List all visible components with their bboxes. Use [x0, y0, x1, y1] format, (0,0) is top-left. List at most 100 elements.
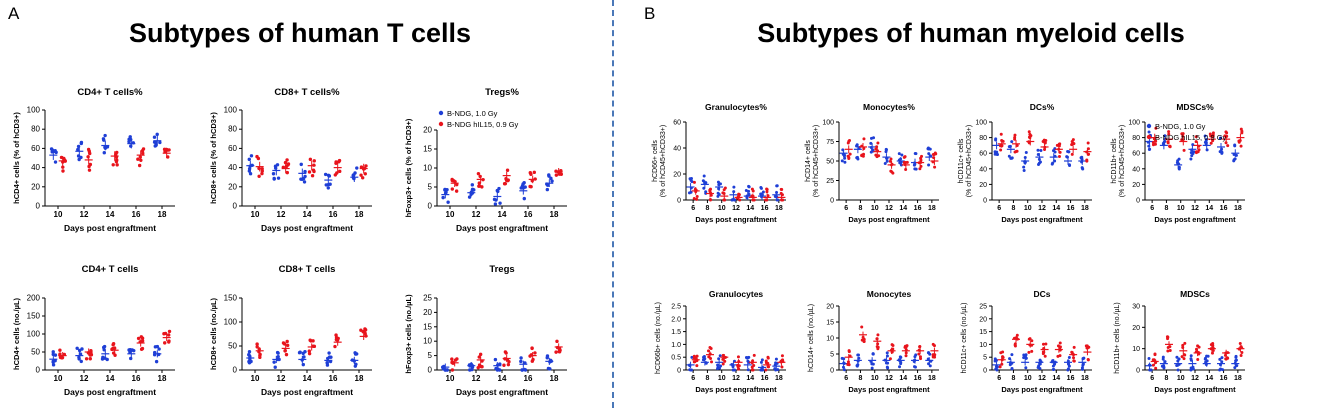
legend-label: B-NDG, 1.0 Gy: [447, 109, 498, 118]
data-point: [1043, 354, 1047, 358]
data-point: [1218, 368, 1222, 372]
data-point: [470, 183, 475, 187]
data-point: [87, 164, 91, 169]
data-point: [333, 344, 337, 349]
data-point: [744, 355, 748, 359]
data-point: [933, 353, 937, 357]
y-tick-label: 20: [1132, 182, 1140, 189]
data-point: [877, 154, 881, 158]
chart-title: MDSCs: [1180, 289, 1210, 299]
data-point: [1234, 354, 1238, 358]
data-point: [1024, 151, 1028, 155]
x-tick-label: 16: [914, 205, 922, 212]
data-point: [1168, 145, 1172, 149]
data-point: [733, 198, 737, 202]
data-point: [876, 333, 880, 337]
data-point: [325, 363, 330, 367]
data-point: [88, 151, 92, 156]
data-point: [1175, 355, 1179, 359]
series-b-ndg: [49, 344, 162, 367]
data-point: [721, 191, 725, 195]
data-point: [111, 163, 115, 167]
data-point: [478, 174, 482, 179]
chart-title: Monocytes%: [863, 102, 915, 112]
data-point: [554, 173, 559, 177]
data-point: [1239, 354, 1243, 358]
data-point: [545, 187, 550, 192]
data-point: [497, 186, 501, 191]
data-point: [918, 345, 922, 349]
x-tick-label: 10: [1177, 375, 1185, 382]
data-point: [933, 165, 937, 169]
data-point: [302, 355, 306, 359]
data-point: [885, 354, 889, 358]
y-axis-label: hCD66+ cells(% of hCD45+hCD33+): [652, 125, 667, 197]
data-point: [139, 335, 144, 339]
y-tick-label: 150: [27, 312, 41, 321]
data-point: [359, 328, 363, 332]
data-point: [1041, 342, 1045, 346]
x-axis-label: Days post engraftment: [1001, 385, 1083, 394]
data-point: [445, 187, 449, 192]
data-point: [1067, 150, 1071, 154]
data-point: [338, 169, 342, 174]
data-point: [1081, 167, 1085, 171]
y-tick-label: 0: [677, 368, 681, 375]
data-point: [478, 352, 483, 357]
data-point: [530, 346, 534, 350]
data-point: [1181, 134, 1185, 138]
x-tick-label: 8: [1164, 375, 1168, 382]
data-point: [533, 351, 537, 355]
data-point: [545, 354, 550, 358]
x-tick-label: 14: [1205, 205, 1213, 212]
x-axis-label: Days post engraftment: [695, 215, 777, 224]
data-point: [163, 341, 167, 345]
data-point: [1167, 130, 1171, 134]
data-point: [759, 360, 763, 364]
series-b-ndg-hil15: [450, 168, 564, 193]
data-point: [750, 368, 754, 372]
legend: B-NDG, 1.0 Gy B-NDG hIL15, 0.9 Gy: [1146, 122, 1227, 142]
data-point: [840, 159, 844, 163]
data-point: [917, 352, 921, 356]
y-tick-label: 40: [979, 166, 987, 173]
data-point: [870, 366, 874, 370]
x-tick-label: 16: [524, 374, 533, 383]
x-tick-label: 16: [1220, 375, 1228, 382]
data-point: [716, 367, 720, 371]
data-point: [247, 359, 251, 364]
series-b-ndg: [441, 173, 554, 206]
data-point: [1224, 357, 1228, 361]
x-tick-label: 18: [775, 375, 783, 382]
data-point: [283, 160, 288, 165]
data-point: [1180, 355, 1184, 359]
x-tick-label: 12: [885, 375, 893, 382]
x-tick-label: 12: [277, 374, 286, 383]
x-axis-label: Days post engraftment: [64, 223, 156, 233]
chart-title: Tregs: [489, 264, 514, 275]
data-point: [1027, 337, 1031, 341]
data-point: [102, 344, 107, 349]
y-tick-label: 80: [1132, 135, 1140, 142]
data-point: [49, 147, 54, 151]
legend-label: B-NDG, 1.0 Gy: [1155, 122, 1206, 131]
x-tick-label: 12: [1038, 205, 1046, 212]
data-point: [61, 169, 65, 173]
data-point: [157, 347, 161, 351]
y-tick-label: 0: [428, 202, 433, 211]
data-point: [1051, 161, 1055, 165]
data-point: [780, 188, 784, 192]
series-b-ndg-hil15: [1150, 126, 1245, 155]
x-tick-label: 10: [251, 374, 260, 383]
data-point: [872, 136, 876, 140]
data-point: [480, 185, 484, 189]
data-point: [258, 353, 262, 358]
series-b-ndg-hil15: [691, 345, 786, 372]
legend: B-NDG, 1.0 Gy B-NDG hIL15, 0.9 Gy: [438, 109, 519, 129]
data-point: [1181, 132, 1185, 136]
data-point: [883, 161, 887, 165]
y-tick-label: 100: [224, 106, 238, 115]
data-point: [928, 364, 932, 368]
data-point: [1036, 365, 1040, 369]
data-point: [454, 189, 459, 193]
